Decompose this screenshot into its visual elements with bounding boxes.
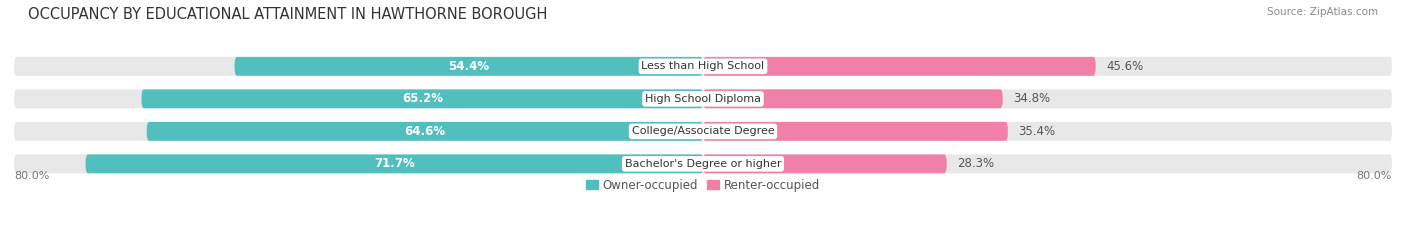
- Text: 35.4%: 35.4%: [1018, 125, 1056, 138]
- Text: 71.7%: 71.7%: [374, 157, 415, 170]
- FancyBboxPatch shape: [86, 154, 703, 173]
- Text: 80.0%: 80.0%: [1357, 171, 1392, 181]
- FancyBboxPatch shape: [146, 122, 703, 141]
- Legend: Owner-occupied, Renter-occupied: Owner-occupied, Renter-occupied: [581, 174, 825, 197]
- Text: 34.8%: 34.8%: [1012, 92, 1050, 105]
- FancyBboxPatch shape: [14, 154, 1392, 173]
- Text: 28.3%: 28.3%: [957, 157, 994, 170]
- Text: Source: ZipAtlas.com: Source: ZipAtlas.com: [1267, 7, 1378, 17]
- Text: 65.2%: 65.2%: [402, 92, 443, 105]
- FancyBboxPatch shape: [142, 89, 703, 108]
- FancyBboxPatch shape: [703, 122, 1008, 141]
- FancyBboxPatch shape: [703, 57, 1095, 76]
- FancyBboxPatch shape: [14, 122, 1392, 141]
- Text: 64.6%: 64.6%: [405, 125, 446, 138]
- Text: Less than High School: Less than High School: [641, 61, 765, 71]
- Text: High School Diploma: High School Diploma: [645, 94, 761, 104]
- FancyBboxPatch shape: [703, 89, 1002, 108]
- Text: 45.6%: 45.6%: [1107, 60, 1143, 73]
- Text: College/Associate Degree: College/Associate Degree: [631, 126, 775, 136]
- FancyBboxPatch shape: [14, 89, 1392, 108]
- Text: 54.4%: 54.4%: [449, 60, 489, 73]
- Text: OCCUPANCY BY EDUCATIONAL ATTAINMENT IN HAWTHORNE BOROUGH: OCCUPANCY BY EDUCATIONAL ATTAINMENT IN H…: [28, 7, 547, 22]
- Text: 80.0%: 80.0%: [14, 171, 49, 181]
- Text: Bachelor's Degree or higher: Bachelor's Degree or higher: [624, 159, 782, 169]
- FancyBboxPatch shape: [235, 57, 703, 76]
- FancyBboxPatch shape: [14, 57, 1392, 76]
- FancyBboxPatch shape: [703, 154, 946, 173]
